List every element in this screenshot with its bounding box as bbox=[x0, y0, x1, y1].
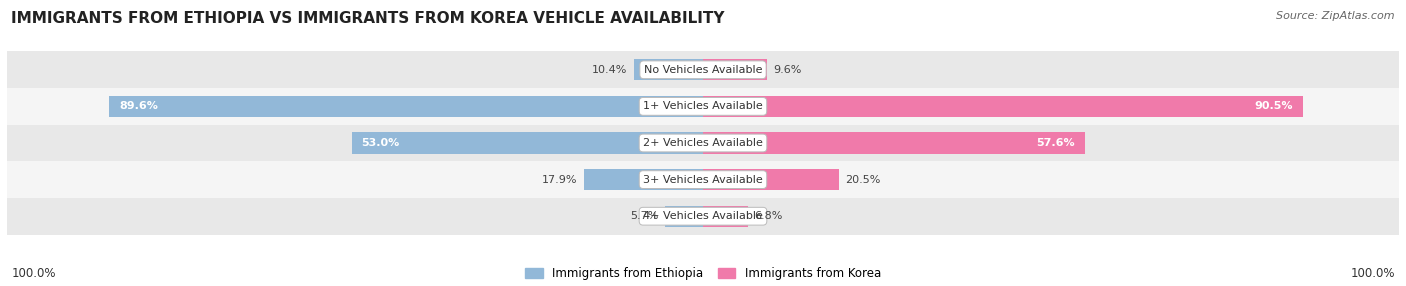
Text: 100.0%: 100.0% bbox=[11, 267, 56, 280]
Text: 20.5%: 20.5% bbox=[845, 175, 882, 184]
Text: 9.6%: 9.6% bbox=[773, 65, 801, 75]
Bar bbox=[703, 59, 766, 80]
Text: 17.9%: 17.9% bbox=[543, 175, 578, 184]
Text: 2+ Vehicles Available: 2+ Vehicles Available bbox=[643, 138, 763, 148]
Bar bbox=[7, 198, 1399, 235]
Text: 1+ Vehicles Available: 1+ Vehicles Available bbox=[643, 102, 763, 111]
Text: 10.4%: 10.4% bbox=[592, 65, 627, 75]
Text: 3+ Vehicles Available: 3+ Vehicles Available bbox=[643, 175, 763, 184]
Legend: Immigrants from Ethiopia, Immigrants from Korea: Immigrants from Ethiopia, Immigrants fro… bbox=[524, 267, 882, 280]
Bar bbox=[585, 169, 703, 190]
Bar bbox=[703, 206, 748, 227]
Text: 90.5%: 90.5% bbox=[1254, 102, 1294, 111]
Bar bbox=[352, 132, 703, 154]
Bar bbox=[7, 125, 1399, 161]
Text: 100.0%: 100.0% bbox=[1350, 267, 1395, 280]
Text: 5.7%: 5.7% bbox=[630, 211, 658, 221]
Bar bbox=[703, 132, 1085, 154]
Bar bbox=[703, 169, 839, 190]
Text: 6.8%: 6.8% bbox=[755, 211, 783, 221]
Bar bbox=[7, 51, 1399, 88]
Text: Source: ZipAtlas.com: Source: ZipAtlas.com bbox=[1277, 11, 1395, 21]
Text: 4+ Vehicles Available: 4+ Vehicles Available bbox=[643, 211, 763, 221]
Bar bbox=[110, 96, 703, 117]
Bar bbox=[634, 59, 703, 80]
Bar bbox=[665, 206, 703, 227]
Bar bbox=[703, 96, 1303, 117]
Text: No Vehicles Available: No Vehicles Available bbox=[644, 65, 762, 75]
Text: 57.6%: 57.6% bbox=[1036, 138, 1074, 148]
Text: IMMIGRANTS FROM ETHIOPIA VS IMMIGRANTS FROM KOREA VEHICLE AVAILABILITY: IMMIGRANTS FROM ETHIOPIA VS IMMIGRANTS F… bbox=[11, 11, 724, 26]
Bar bbox=[7, 88, 1399, 125]
Text: 89.6%: 89.6% bbox=[120, 102, 157, 111]
Text: 53.0%: 53.0% bbox=[361, 138, 399, 148]
Bar bbox=[7, 161, 1399, 198]
